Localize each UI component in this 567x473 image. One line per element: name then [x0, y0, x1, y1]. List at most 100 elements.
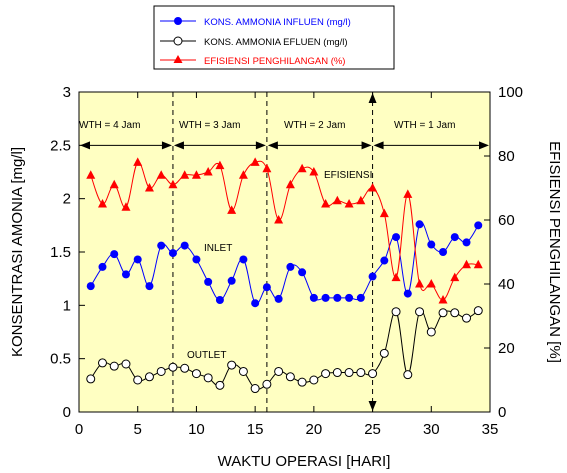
data-point — [238, 366, 248, 376]
y-right-tick-label: 20 — [498, 340, 515, 357]
data-point — [474, 221, 483, 230]
data-point — [332, 195, 342, 205]
data-point — [368, 272, 377, 281]
data-point — [144, 183, 154, 192]
data-point — [344, 368, 354, 378]
data-point — [345, 293, 354, 302]
series-1 — [86, 306, 483, 394]
x-tick-label: 30 — [423, 421, 440, 438]
data-point — [262, 163, 272, 173]
data-point — [391, 307, 401, 317]
data-point — [450, 308, 460, 318]
x-tick-label: 0 — [75, 421, 83, 438]
annotation-outlet: OUTLET — [187, 350, 226, 361]
data-point — [180, 241, 189, 250]
legend-marker-efisiensi — [173, 55, 183, 63]
plot-background — [79, 92, 490, 412]
data-point — [144, 372, 154, 382]
data-point — [109, 361, 119, 371]
x-tick-label: 20 — [306, 421, 323, 438]
data-point — [356, 368, 366, 378]
x-tick-label: 25 — [364, 421, 381, 438]
data-point — [321, 293, 330, 302]
data-point — [403, 289, 412, 298]
data-point — [97, 358, 107, 368]
data-point — [309, 167, 319, 176]
series-0 — [86, 220, 483, 308]
data-point — [380, 256, 389, 265]
data-point — [274, 366, 284, 376]
phase-label-4jam: WTH = 4 Jam — [79, 120, 140, 131]
data-point — [121, 202, 131, 211]
data-point — [204, 277, 213, 286]
data-point — [227, 276, 236, 285]
data-point — [227, 205, 237, 214]
x-tick-label: 35 — [482, 421, 499, 438]
legend-label-efisiensi: EFISIENSI PENGHILANGAN (%) — [204, 56, 345, 67]
y-right-tick-label: 40 — [498, 276, 515, 293]
x-tick-label: 5 — [134, 421, 142, 438]
y-left-tick-label: 1 — [63, 297, 71, 314]
legend-label-efluen: KONS. AMMONIA EFLUEN (mg/l) — [204, 37, 348, 48]
series-line — [90, 221, 479, 305]
data-point — [110, 250, 119, 259]
data-point — [415, 307, 425, 317]
data-point — [274, 294, 283, 303]
data-point — [191, 170, 201, 179]
series-line — [90, 309, 479, 390]
data-point — [285, 372, 295, 382]
data-point — [180, 170, 190, 179]
data-point — [473, 306, 483, 316]
phase-label-2jam: WTH = 2 Jam — [284, 120, 345, 131]
data-point — [86, 374, 96, 384]
arrowhead-right — [479, 141, 489, 150]
data-point — [473, 259, 483, 269]
data-point — [403, 370, 413, 380]
data-point — [332, 368, 342, 378]
data-point — [368, 369, 378, 379]
legend-marker-influen — [174, 17, 182, 25]
phase-label-3jam: WTH = 3 Jam — [179, 120, 240, 131]
y-right-tick-label: 100 — [498, 84, 523, 101]
data-point — [462, 238, 471, 247]
legend-label-influen: KONS. AMMONIA INFLUEN (mg/l) — [204, 17, 351, 28]
y-left-tick-label: 2.5 — [50, 137, 71, 154]
data-point — [309, 375, 319, 385]
data-point — [168, 362, 178, 372]
data-point — [297, 377, 307, 387]
series-line — [90, 160, 479, 301]
data-point — [145, 282, 154, 291]
y-left-axis-label: KONSENTRASI AMONIA [mg/l] — [9, 147, 26, 357]
data-point — [309, 293, 318, 302]
data-point — [427, 240, 436, 249]
data-point — [356, 293, 365, 302]
data-point — [439, 248, 448, 256]
data-point — [215, 380, 225, 390]
y-left-tick-label: 2 — [63, 191, 71, 208]
data-point — [156, 366, 166, 376]
data-point — [403, 189, 413, 198]
data-point — [203, 373, 213, 383]
data-point — [368, 183, 378, 192]
data-point — [215, 296, 224, 304]
data-point — [356, 195, 366, 205]
arrowhead-left — [373, 141, 384, 150]
data-point — [86, 282, 95, 291]
data-point — [121, 359, 131, 369]
data-point — [133, 255, 142, 264]
data-point — [156, 170, 166, 179]
y-left-tick-label: 0 — [63, 404, 71, 421]
data-point — [391, 272, 401, 282]
data-point — [285, 179, 295, 189]
plot-frame — [78, 91, 491, 413]
y-right-axis-label: EFISIENSI PENGHILANGAN [%] — [546, 141, 563, 363]
data-point — [392, 233, 401, 242]
data-point — [438, 308, 448, 318]
data-point — [168, 249, 177, 258]
data-point — [109, 179, 119, 189]
y-left-tick-label: 0.5 — [50, 351, 71, 368]
data-point — [227, 360, 237, 370]
data-point — [239, 255, 248, 264]
series-layer — [86, 157, 483, 394]
